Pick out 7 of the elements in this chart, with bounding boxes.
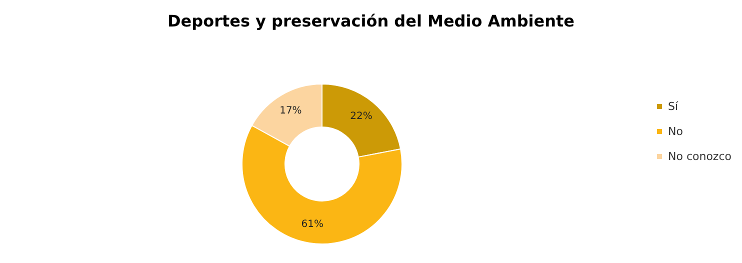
chart-title: Deportes y preservación del Medio Ambiente: [167, 12, 575, 30]
legend-label: Sí: [668, 100, 679, 113]
data-label: 17%: [280, 106, 302, 117]
data-label: 22%: [350, 111, 372, 122]
legend-label: No: [668, 125, 684, 138]
data-label: 61%: [301, 219, 324, 230]
legend-label: No conozco: [668, 150, 732, 163]
